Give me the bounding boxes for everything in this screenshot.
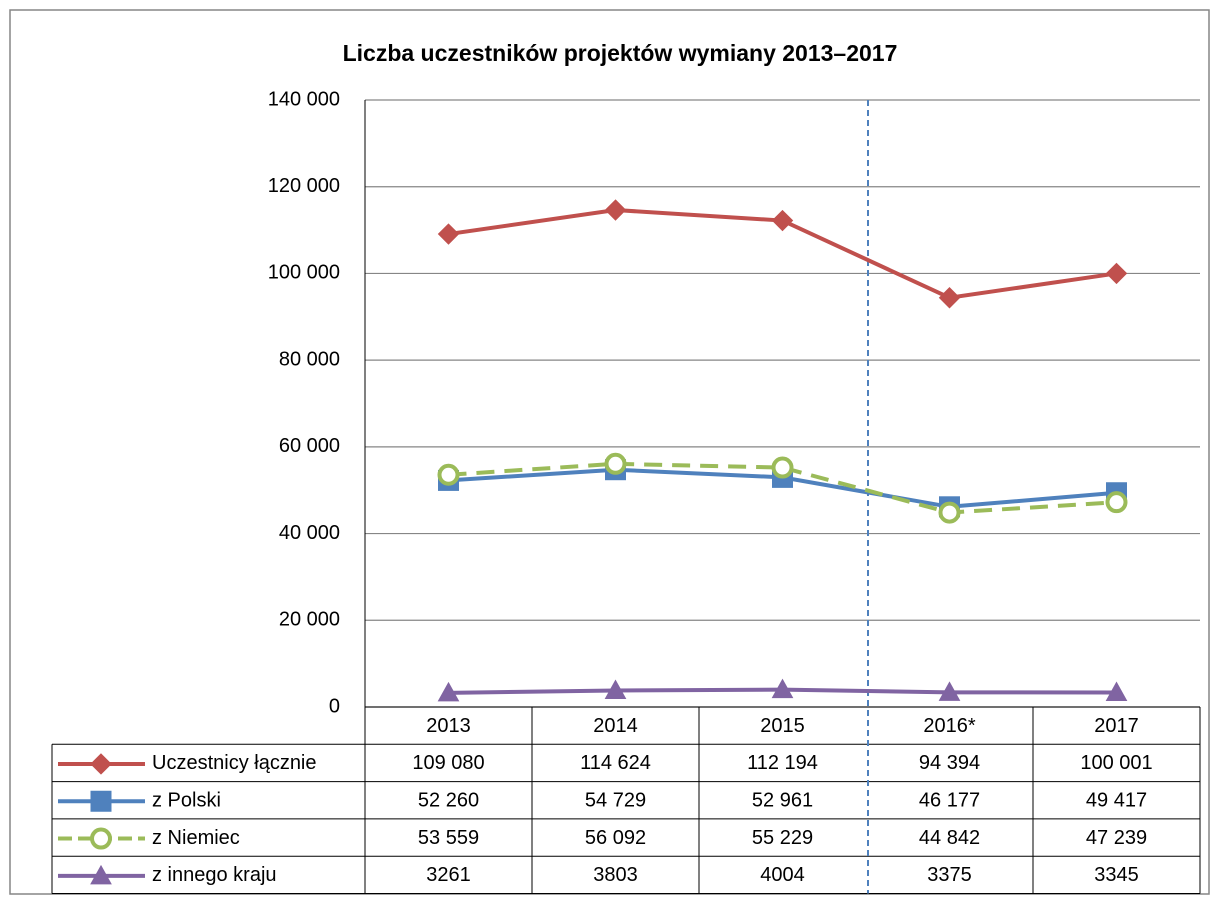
table-value: 46 177 [919,790,980,812]
x-tick-label: 2016* [923,715,975,737]
table-value: 56 092 [585,827,646,849]
marker [604,199,627,221]
table-value: 47 239 [1086,827,1147,849]
table-value: 3261 [426,864,471,886]
table-value: 3375 [927,864,972,886]
marker [1105,681,1128,701]
chart-border [9,9,1210,895]
table-value: 3345 [1094,864,1139,886]
marker [1105,491,1128,514]
marker [604,452,627,475]
table-value: 109 080 [412,752,484,774]
y-tick-label: 60 000 [279,435,340,457]
x-tick-label: 2014 [593,715,638,737]
y-tick-label: 40 000 [279,522,340,544]
marker [90,864,112,885]
y-tick-label: 80 000 [279,348,340,370]
table-value: 54 729 [585,790,646,812]
table-value: 100 001 [1080,752,1152,774]
marker [604,679,627,700]
table-value: 112 194 [747,752,818,774]
table-value: 52 260 [418,790,479,812]
marker [90,790,112,812]
legend-label: z Polski [152,790,221,812]
marker [771,456,794,479]
marker [437,223,460,245]
x-tick-label: 2013 [426,715,471,737]
table-value: 53 559 [418,827,479,849]
marker [938,287,961,309]
table-value: 3803 [593,864,638,886]
table-value: 55 229 [752,827,813,849]
marker [771,678,794,699]
marker [938,681,961,701]
y-tick-label: 140 000 [268,88,340,110]
marker [938,501,961,524]
marker [437,681,460,702]
marker [437,463,460,486]
marker [90,753,112,775]
y-tick-label: 120 000 [268,175,340,197]
y-tick-label: 20 000 [279,609,340,631]
marker [90,827,112,850]
x-tick-label: 2015 [760,715,805,737]
legend-label: z Niemiec [152,827,240,849]
table-value: 114 624 [580,752,651,774]
table-value: 44 842 [919,827,980,849]
legend-label: z innego kraju [152,864,277,886]
x-tick-label: 2017 [1094,715,1139,737]
table-value: 94 394 [919,752,980,774]
marker [1105,262,1128,285]
y-tick-label: 0 [329,695,340,717]
series-line [448,461,1117,515]
table-value: 4004 [760,864,805,886]
y-tick-label: 100 000 [268,262,340,284]
marker [771,209,794,232]
chart-title: Liczba uczestników projektów wymiany 201… [343,40,898,66]
table-value: 52 961 [752,790,813,812]
legend-label: Uczestnicy łącznie [152,752,317,774]
table-value: 49 417 [1086,790,1147,812]
